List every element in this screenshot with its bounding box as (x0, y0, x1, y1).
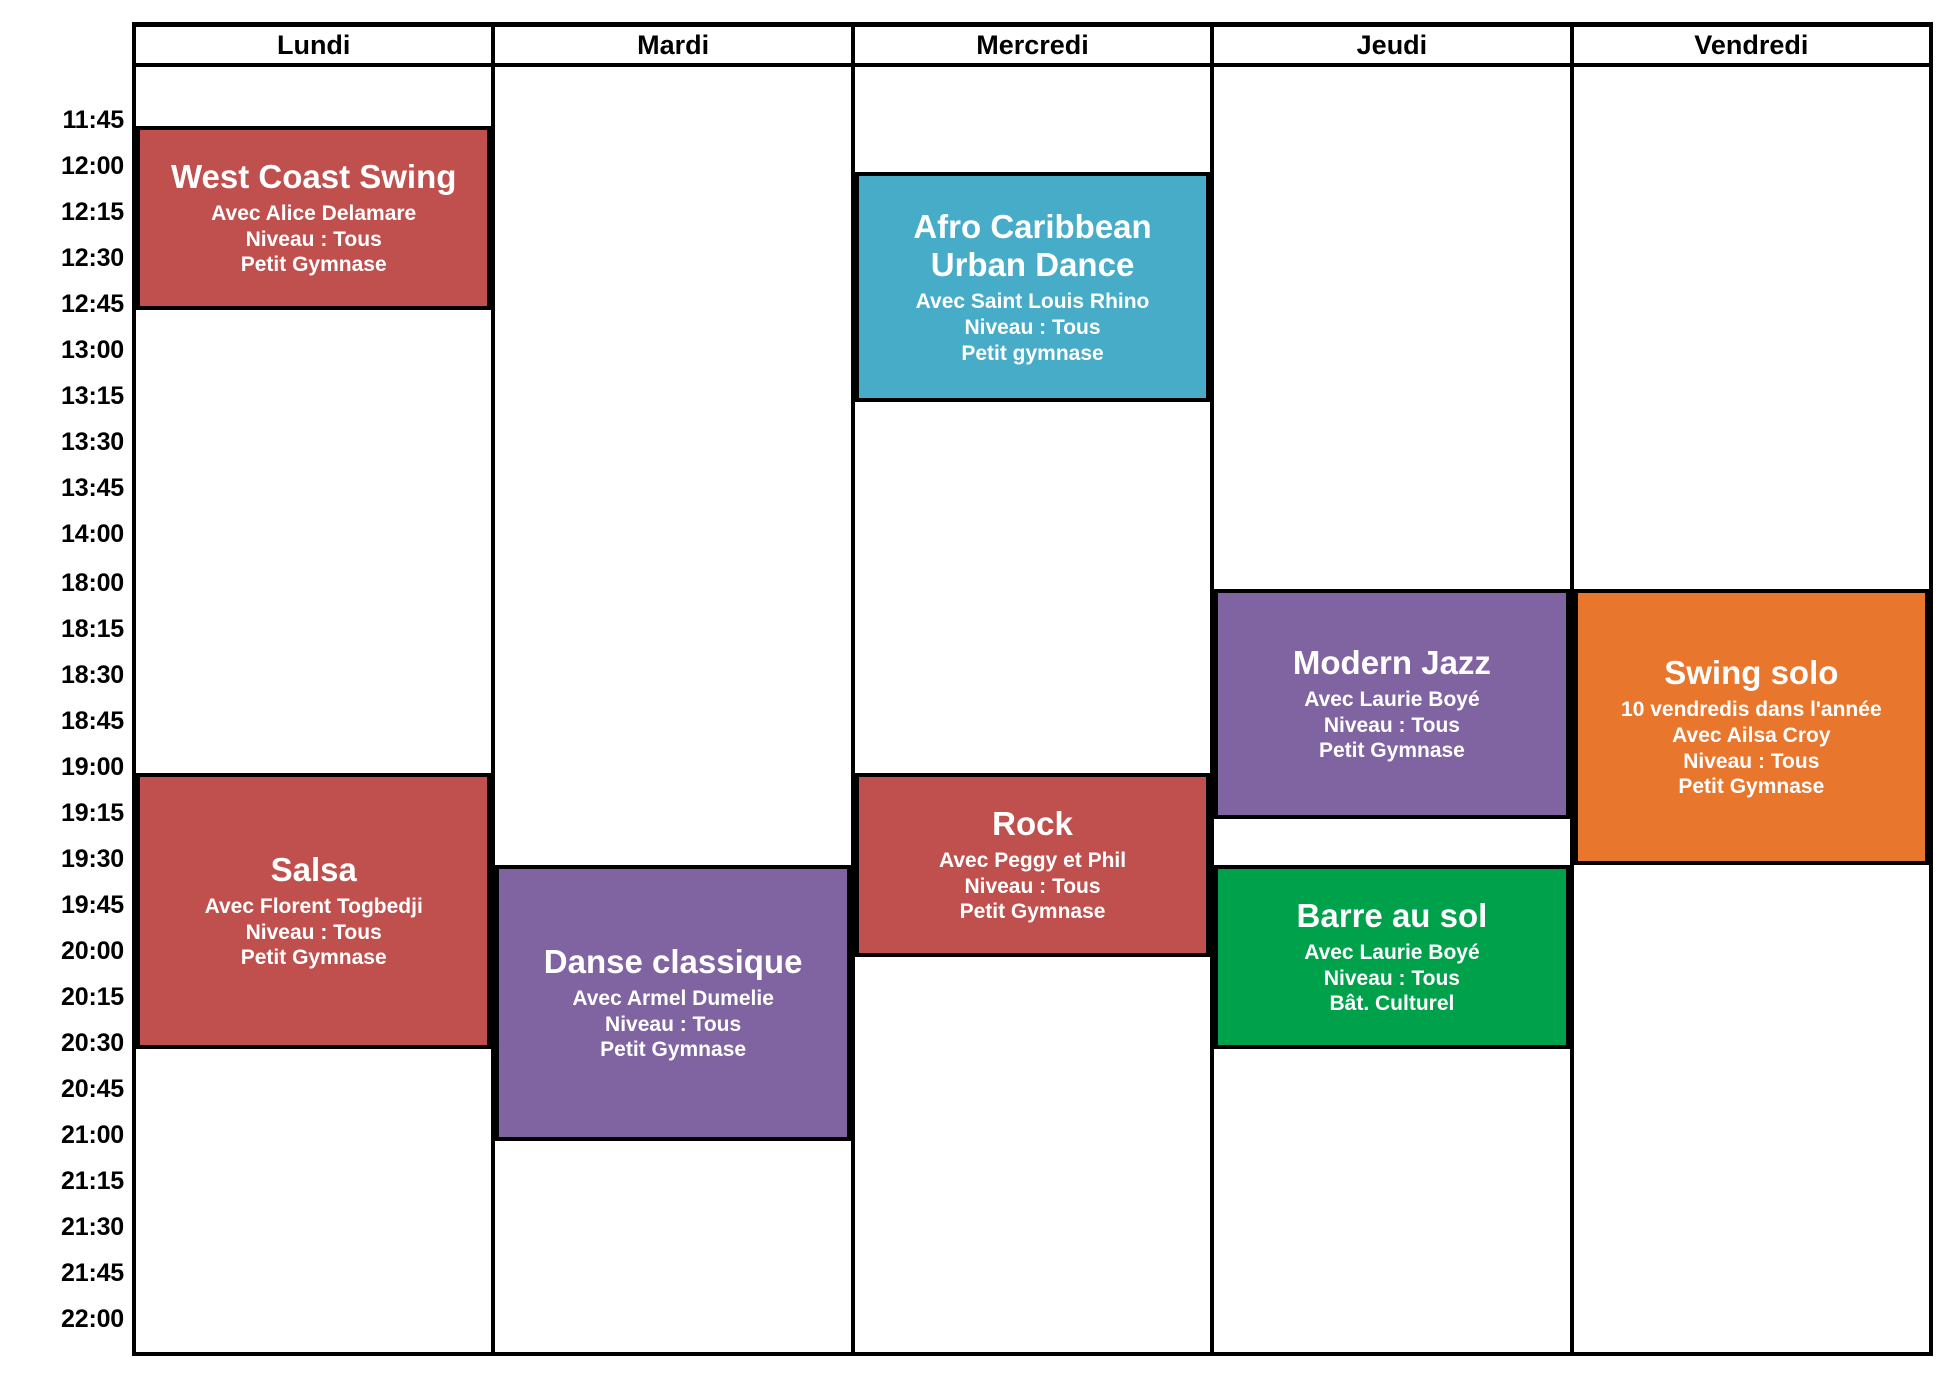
day-header-mardi: Mardi (495, 27, 855, 63)
event-detail-line: Bât. Culturel (1329, 992, 1455, 1016)
time-label: 13:00 (61, 336, 124, 364)
time-label: 19:45 (61, 891, 124, 919)
schedule-grid: Lundi Mardi Mercredi Jeudi Vendredi West Coa… (132, 22, 1933, 1356)
event-block[interactable]: Modern Jazz Avec Laurie Boyé Niveau : Tous… (1214, 589, 1570, 819)
day-header-lundi: Lundi (136, 27, 496, 63)
event-block[interactable]: West Coast Swing Avec Alice Delamare Nivea… (136, 126, 492, 310)
event-detail-line: Petit Gymnase (959, 900, 1106, 924)
time-label: 14:00 (61, 520, 124, 548)
time-label: 12:30 (61, 244, 124, 272)
event-detail-line: Petit gymnase (961, 341, 1104, 365)
time-axis: 11:45 12:00 12:15 12:30 12:45 13:00 13:15 13:30… (0, 0, 132, 1378)
event-detail-line: Petit Gymnase (240, 253, 387, 277)
event-detail-line: Niveau : Tous (1323, 713, 1460, 737)
event-title: Afro Caribbean Urban Dance (913, 207, 1152, 284)
event-detail-line: Avec Armel Dumelie (572, 987, 774, 1011)
event-detail-line: Avec Ailsa Croy (1672, 724, 1831, 748)
event-detail-line: Niveau : Tous (245, 227, 382, 251)
time-label: 20:45 (61, 1075, 124, 1103)
time-label: 19:30 (61, 845, 124, 873)
time-label: 21:30 (61, 1213, 124, 1241)
time-label: 13:45 (61, 474, 124, 502)
event-detail-line: Petit Gymnase (240, 946, 387, 970)
day-columns: West Coast Swing Avec Alice Delamare Nivea… (136, 67, 1930, 1352)
event-block[interactable]: Rock Avec Peggy et Phil Niveau : Tous Petit… (854, 773, 1211, 957)
time-label: 13:30 (61, 428, 124, 456)
event-detail-line: Petit Gymnase (1678, 775, 1825, 799)
day-header-vendredi: Vendredi (1694, 29, 1809, 60)
event-detail-line: Avec Alice Delamare (211, 202, 417, 226)
time-label: 21:15 (61, 1167, 124, 1195)
event-title: Modern Jazz (1292, 643, 1491, 681)
time-label: 21:00 (61, 1121, 124, 1149)
day-header-mercredi: Mercredi (855, 27, 1215, 63)
event-detail-line: Niveau : Tous (605, 1012, 742, 1036)
event-detail-line: Niveau : Tous (964, 874, 1101, 898)
event-detail-line: Avec Laurie Boyé (1304, 941, 1480, 965)
time-label: 19:15 (61, 799, 124, 827)
time-label: 19:00 (61, 753, 124, 781)
day-column-vendredi: Swing solo 10 vendredis dans l'année Avec … (1573, 67, 1930, 1352)
time-label: 18:00 (61, 569, 124, 597)
time-label: 20:00 (61, 937, 124, 965)
event-detail-line: Avec Florent Togbedji (204, 895, 423, 919)
event-title: Danse classique (543, 942, 803, 980)
time-label: 18:45 (61, 707, 124, 735)
day-column-jeudi: Modern Jazz Avec Laurie Boyé Niveau : Tous… (1214, 67, 1574, 1352)
event-block[interactable]: Salsa Avec Florent Togbedji Niveau : Tous P… (136, 773, 492, 1049)
event-detail-line: Avec Saint Louis Rhino (915, 290, 1150, 314)
event-detail-line: Petit Gymnase (600, 1038, 747, 1062)
day-header-jeudi: Jeudi (1214, 27, 1574, 63)
time-label: 12:45 (61, 290, 124, 318)
time-label: 12:15 (61, 198, 124, 226)
event-title: West Coast Swing (170, 157, 457, 195)
event-detail-line: Niveau : Tous (1323, 966, 1460, 990)
time-label: 20:30 (61, 1029, 124, 1057)
event-detail-line: Petit Gymnase (1318, 739, 1465, 763)
event-block[interactable]: Danse classique Avec Armel Dumelie Niveau … (495, 865, 851, 1141)
event-detail-line: Niveau : Tous (1683, 749, 1820, 773)
day-header-row: Lundi Mardi Mercredi Jeudi Vendredi (136, 27, 1929, 67)
event-detail-line: 10 vendredis dans l'année (1621, 698, 1882, 722)
event-detail-line: Niveau : Tous (245, 920, 382, 944)
event-block[interactable]: Barre au sol Avec Laurie Boyé Niveau : Tou… (1214, 865, 1570, 1049)
time-label: 22:00 (61, 1305, 124, 1333)
event-detail-line: Avec Laurie Boyé (1304, 688, 1480, 712)
time-label: 12:00 (61, 152, 124, 180)
event-block[interactable]: Afro Caribbean Urban Dance Avec Saint Lou… (854, 172, 1211, 402)
event-title: Swing solo (1664, 654, 1839, 692)
time-label: 11:45 (62, 106, 124, 134)
time-label: 18:30 (61, 661, 124, 689)
time-label: 18:15 (61, 615, 124, 643)
event-title: Rock (992, 804, 1073, 842)
time-label: 21:45 (61, 1259, 124, 1287)
event-block[interactable]: Swing solo 10 vendredis dans l'année Avec … (1573, 589, 1930, 865)
event-title: Barre au sol (1296, 896, 1488, 934)
event-title: Salsa (270, 850, 357, 888)
event-detail-line: Niveau : Tous (964, 315, 1101, 339)
time-label: 20:15 (61, 983, 124, 1011)
day-column-lundi: West Coast Swing Avec Alice Delamare Nivea… (136, 67, 496, 1352)
time-label: 13:15 (61, 382, 124, 410)
day-column-mardi: Danse classique Avec Armel Dumelie Niveau … (495, 67, 855, 1352)
event-detail-line: Avec Peggy et Phil (938, 849, 1127, 873)
day-column-mercredi: Afro Caribbean Urban Dance Avec Saint Lou… (854, 67, 1215, 1352)
